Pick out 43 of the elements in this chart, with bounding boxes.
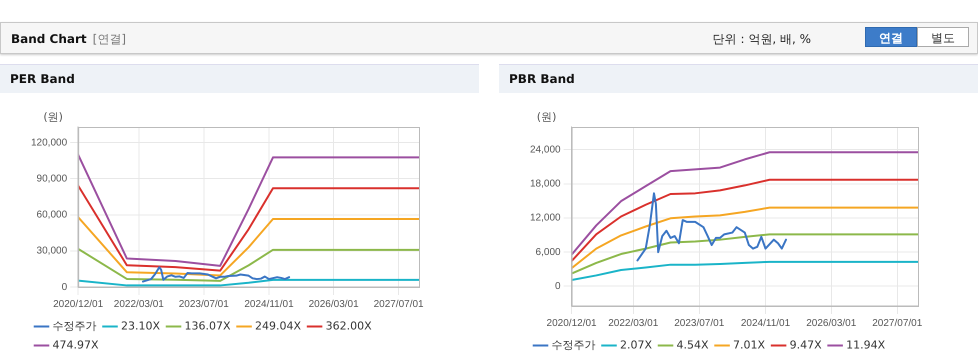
x-tick-label: 2022/03/01 [114, 298, 164, 310]
y-tick-label: 120,000 [30, 137, 68, 148]
legend-label: 4.54X [676, 338, 710, 352]
y-tick-label: 12,000 [530, 212, 562, 224]
legend-label: 11.94X [846, 338, 886, 352]
legend-label: 362.00X [326, 319, 372, 332]
text: 별도 [917, 27, 969, 47]
y-tick-label: 24,000 [530, 144, 562, 156]
legend-label: 23.10X [121, 319, 160, 332]
x-tick-label: 2023/07/01 [674, 318, 725, 329]
x-tick-label: 2027/07/01 [872, 318, 923, 329]
x-tick-label: 2022/03/01 [608, 318, 659, 329]
x-tick-label: 2027/07/01 [374, 298, 424, 310]
y-tick-label: 90,000 [36, 173, 68, 184]
text: 연결 [865, 27, 917, 47]
y-axis-title: (원) [536, 110, 556, 124]
legend-label: 수정주가 [52, 319, 96, 332]
y-tick-label: 30,000 [36, 246, 68, 257]
text: [연결] [92, 32, 126, 46]
x-tick-label: 2020/12/01 [546, 318, 598, 329]
x-tick-label: 2026/03/01 [308, 298, 360, 310]
y-tick-label: 6,000 [536, 246, 562, 258]
x-tick-label: 2024/11/01 [740, 318, 791, 329]
legend-label: 2.07X [620, 338, 652, 352]
y-tick-label: 0 [62, 282, 68, 293]
y-tick-label: 0 [555, 280, 562, 292]
legend-label: 136.07X [184, 319, 232, 332]
legend-label: 249.04X [255, 319, 302, 332]
x-tick-label: 2020/12/01 [53, 298, 104, 310]
chart-title: PBR Band [499, 64, 978, 93]
chart-title: PER Band [0, 64, 479, 93]
legend-label: 수정주가 [552, 338, 596, 352]
y-axis-title: (원) [43, 110, 63, 124]
x-tick-label: 2023/07/01 [178, 298, 230, 310]
text: 단위 : 억원, 배, % [712, 31, 811, 48]
x-tick-label: 2026/03/01 [806, 318, 857, 329]
legend-label: 474.97X [52, 338, 99, 352]
y-tick-label: 18,000 [530, 178, 562, 190]
y-tick-label: 60,000 [36, 210, 68, 221]
text: Band Chart [11, 32, 87, 46]
x-tick-label: 2024/11/01 [244, 298, 294, 310]
legend-label: 9.47X [790, 338, 822, 352]
legend-label: 7.01X [733, 338, 766, 352]
